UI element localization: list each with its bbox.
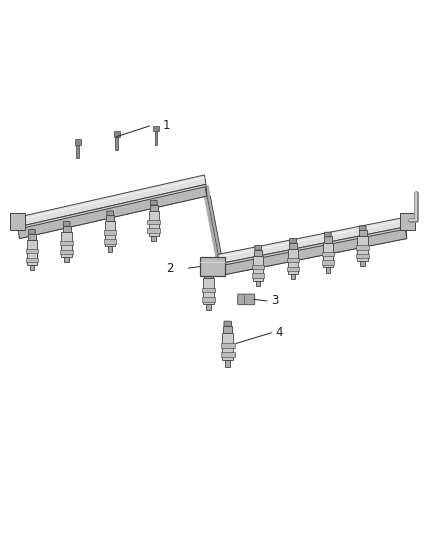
Polygon shape — [218, 229, 407, 276]
Polygon shape — [219, 227, 407, 276]
FancyBboxPatch shape — [116, 136, 118, 150]
FancyBboxPatch shape — [221, 343, 235, 348]
FancyBboxPatch shape — [60, 249, 73, 254]
FancyBboxPatch shape — [399, 214, 415, 230]
FancyBboxPatch shape — [148, 220, 160, 224]
FancyBboxPatch shape — [64, 257, 69, 262]
FancyBboxPatch shape — [106, 215, 114, 221]
FancyBboxPatch shape — [256, 281, 260, 286]
FancyBboxPatch shape — [25, 257, 38, 262]
FancyBboxPatch shape — [252, 273, 265, 278]
FancyBboxPatch shape — [74, 139, 81, 144]
FancyBboxPatch shape — [252, 265, 265, 269]
FancyBboxPatch shape — [359, 230, 367, 236]
FancyBboxPatch shape — [225, 360, 230, 367]
FancyBboxPatch shape — [287, 258, 299, 262]
FancyBboxPatch shape — [105, 221, 115, 246]
FancyBboxPatch shape — [323, 243, 333, 268]
FancyBboxPatch shape — [104, 230, 117, 235]
FancyBboxPatch shape — [287, 266, 299, 271]
Polygon shape — [18, 187, 207, 239]
FancyBboxPatch shape — [291, 274, 295, 279]
Polygon shape — [18, 175, 206, 227]
FancyBboxPatch shape — [148, 229, 160, 233]
FancyBboxPatch shape — [359, 226, 366, 230]
FancyBboxPatch shape — [203, 278, 214, 304]
Polygon shape — [19, 184, 207, 239]
FancyBboxPatch shape — [204, 271, 213, 278]
Text: 4: 4 — [276, 326, 283, 340]
FancyBboxPatch shape — [357, 245, 369, 249]
Polygon shape — [218, 217, 406, 264]
FancyBboxPatch shape — [76, 144, 79, 158]
FancyBboxPatch shape — [108, 246, 113, 252]
FancyBboxPatch shape — [148, 211, 159, 236]
FancyBboxPatch shape — [152, 236, 156, 241]
FancyBboxPatch shape — [321, 252, 334, 256]
FancyBboxPatch shape — [200, 257, 225, 276]
FancyBboxPatch shape — [61, 232, 72, 257]
FancyBboxPatch shape — [153, 126, 159, 131]
Text: 1: 1 — [162, 119, 170, 133]
FancyBboxPatch shape — [224, 321, 231, 326]
FancyBboxPatch shape — [27, 240, 37, 265]
FancyBboxPatch shape — [290, 239, 297, 243]
FancyBboxPatch shape — [25, 249, 38, 253]
FancyBboxPatch shape — [63, 226, 71, 232]
FancyBboxPatch shape — [202, 297, 215, 302]
Text: 3: 3 — [271, 294, 279, 308]
FancyBboxPatch shape — [321, 260, 334, 265]
FancyBboxPatch shape — [114, 131, 120, 136]
FancyBboxPatch shape — [63, 222, 70, 226]
FancyBboxPatch shape — [150, 205, 158, 211]
FancyBboxPatch shape — [202, 288, 215, 293]
FancyBboxPatch shape — [238, 294, 254, 305]
FancyBboxPatch shape — [28, 233, 36, 240]
FancyBboxPatch shape — [155, 131, 157, 144]
FancyBboxPatch shape — [104, 239, 117, 244]
FancyBboxPatch shape — [223, 326, 232, 333]
FancyBboxPatch shape — [357, 236, 368, 261]
FancyBboxPatch shape — [221, 352, 235, 358]
FancyBboxPatch shape — [28, 230, 35, 234]
FancyBboxPatch shape — [325, 232, 331, 237]
FancyBboxPatch shape — [60, 241, 73, 245]
FancyBboxPatch shape — [289, 243, 297, 249]
Text: 2: 2 — [166, 262, 173, 274]
FancyBboxPatch shape — [254, 249, 262, 256]
FancyBboxPatch shape — [205, 267, 212, 272]
FancyBboxPatch shape — [255, 246, 261, 250]
FancyBboxPatch shape — [253, 256, 263, 281]
FancyBboxPatch shape — [222, 333, 233, 360]
FancyBboxPatch shape — [10, 214, 25, 230]
FancyBboxPatch shape — [30, 265, 34, 270]
FancyBboxPatch shape — [206, 304, 211, 310]
FancyBboxPatch shape — [324, 236, 332, 243]
FancyBboxPatch shape — [288, 249, 298, 274]
FancyBboxPatch shape — [357, 254, 369, 259]
FancyBboxPatch shape — [325, 268, 330, 273]
FancyBboxPatch shape — [150, 200, 157, 205]
FancyBboxPatch shape — [107, 211, 113, 216]
FancyBboxPatch shape — [360, 261, 365, 266]
